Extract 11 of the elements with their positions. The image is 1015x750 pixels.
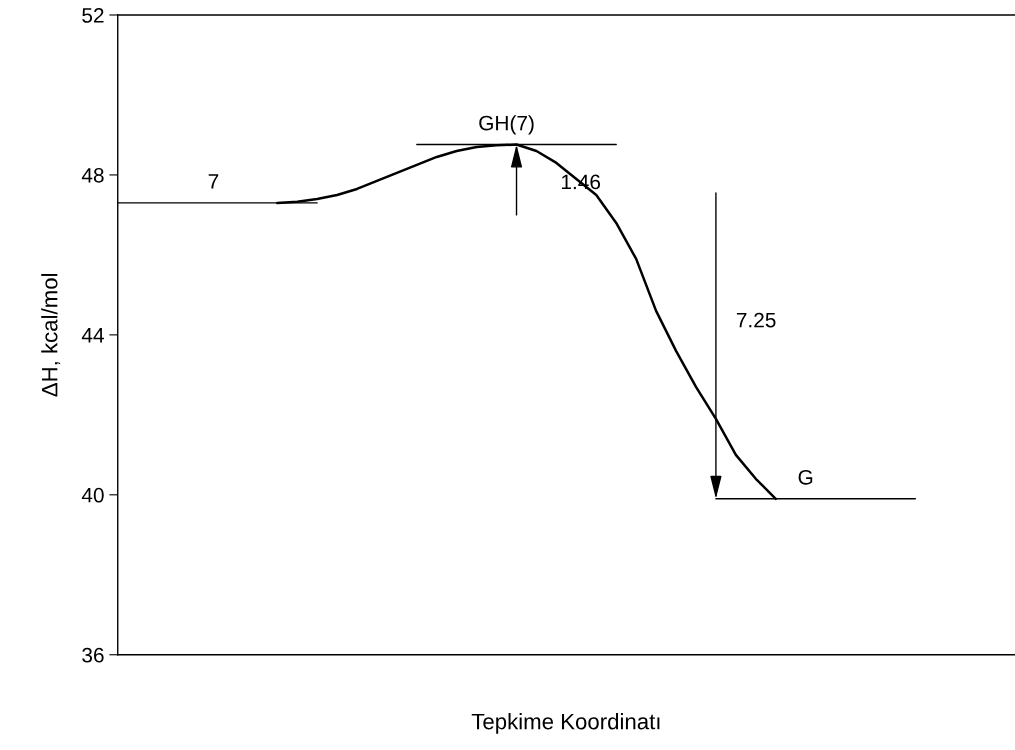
y-tick-label: 52 [82,8,104,23]
y-tick-label: 44 [81,328,104,343]
y-tick-label: 36 [82,647,104,663]
x-axis-title: Tepkime Koordinatı [471,713,660,734]
series-label: 7 [208,174,219,189]
y-tick-label: 40 [81,487,104,503]
y-axis-title: ΔH, kcal/mol [41,273,61,397]
y-tick-label: 48 [81,167,104,183]
annotation: 7.25 [736,312,776,328]
series-label: GH(7) [479,115,534,135]
series-label: G [798,469,813,485]
